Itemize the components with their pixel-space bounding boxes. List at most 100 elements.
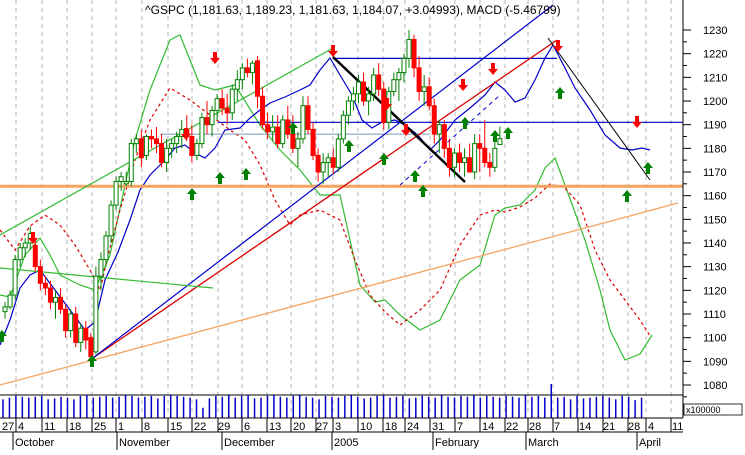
candle-down: [260, 95, 266, 126]
down-arrow-icon: [553, 40, 563, 52]
day-label: 29: [218, 421, 230, 433]
day-label: 1: [118, 421, 124, 433]
candle-up: [234, 79, 240, 90]
price-tick-label: 1170: [703, 167, 727, 179]
candle-up: [239, 67, 245, 81]
up-arrow-icon: [379, 153, 389, 165]
candle-up: [350, 93, 356, 102]
day-label: 10: [360, 421, 372, 433]
price-tick-label: 1200: [703, 96, 727, 108]
day-label: 4: [18, 421, 24, 433]
down-arrow-icon: [488, 63, 498, 75]
down-arrow-icon: [632, 116, 642, 128]
candle-up: [295, 138, 301, 149]
down-arrow-icon: [458, 79, 468, 91]
candle-up: [68, 313, 74, 332]
candle-up: [371, 74, 377, 95]
moving-average-line: [0, 43, 651, 346]
candle-up: [108, 204, 114, 237]
candle-up: [345, 100, 351, 116]
up-arrow-icon: [490, 130, 500, 142]
candle-down: [148, 136, 154, 140]
candle-down: [83, 327, 89, 341]
price-tick-label: 1110: [703, 309, 726, 321]
day-label: 24: [407, 421, 419, 433]
chart-title: ^GSPC (1,181.63, 1,189.23, 1,181.63, 1,1…: [145, 3, 561, 17]
candle-down: [58, 296, 64, 310]
black-downtrend-2: [547, 37, 651, 181]
day-label: 8: [144, 421, 150, 433]
candle-down: [42, 282, 48, 289]
day-label: 3: [335, 421, 341, 433]
date-axis: 27 4 11 18 25 1 8 15 22 29 6 13 20 27 3 10 18 24 31 7 14 22 28…: [0, 418, 683, 450]
price-tick-label: 1150: [703, 214, 727, 226]
candle-down: [361, 81, 367, 102]
candle-down: [224, 107, 230, 114]
up-arrow-icon: [460, 117, 470, 129]
candle-down: [47, 287, 53, 303]
black-downtrend: [332, 56, 466, 183]
up-arrow-icon: [87, 355, 97, 367]
candle-up: [98, 259, 104, 277]
candle-up: [133, 138, 139, 145]
candle-down: [290, 133, 296, 149]
candle-down: [416, 67, 422, 93]
price-tick-label: 1130: [703, 262, 727, 274]
up-arrow-icon: [555, 87, 565, 99]
price-axis: 1230 1220 1210 1200 1190 1180 1170 1160 1150 1140…: [682, 0, 743, 418]
candle-up: [78, 327, 84, 343]
macd-signal-line: [0, 87, 651, 337]
down-arrow-icon: [382, 98, 392, 110]
day-label: 15: [170, 421, 182, 433]
candle-up: [143, 136, 149, 156]
day-label: 18: [385, 421, 397, 433]
price-tick-label: 1230: [703, 25, 727, 37]
up-arrow-icon: [187, 188, 197, 200]
volume-unit-box: [683, 403, 743, 416]
month-label: March: [528, 437, 559, 449]
month-label: November: [119, 437, 170, 449]
candle-down: [73, 313, 79, 343]
month-label: October: [15, 437, 54, 449]
candle-up: [472, 143, 478, 173]
orange-uptrend: [0, 202, 679, 386]
candle-up: [451, 152, 457, 168]
candle-up: [391, 79, 397, 93]
candle-down: [189, 136, 195, 156]
candle-down: [138, 138, 144, 159]
candle-down: [159, 143, 165, 164]
month-label: 2005: [334, 437, 358, 449]
candle-down: [441, 124, 447, 149]
candle-up: [270, 126, 276, 133]
candle-up: [406, 38, 412, 59]
candle-up: [229, 88, 235, 114]
candle-up: [421, 86, 427, 93]
price-tick-label: 1090: [703, 356, 727, 368]
candle-up: [179, 128, 185, 138]
green-oscillator: [0, 34, 653, 361]
candle-up: [123, 180, 129, 185]
candle-up: [53, 296, 58, 303]
down-arrow-icon: [401, 124, 411, 136]
up-arrow-icon: [503, 127, 513, 139]
price-tick-label: 1190: [703, 120, 727, 132]
candle-up: [497, 138, 503, 145]
day-label: 27: [316, 421, 328, 433]
day-label: 28: [628, 421, 640, 433]
candle-up: [214, 98, 220, 111]
candle-up: [12, 259, 18, 296]
volume-unit-label: x100000: [686, 405, 721, 415]
down-arrow-icon: [210, 52, 220, 64]
candle-down: [457, 152, 462, 164]
candlesticks: [2, 30, 503, 362]
candle-up: [320, 162, 326, 173]
up-arrow-icon: [288, 122, 298, 134]
green-horizontal-trend: [0, 267, 214, 289]
candle-down: [477, 143, 483, 149]
candle-down: [482, 147, 488, 164]
candle-down: [265, 124, 271, 133]
day-label: 18: [69, 421, 81, 433]
month-label: February: [435, 437, 480, 449]
